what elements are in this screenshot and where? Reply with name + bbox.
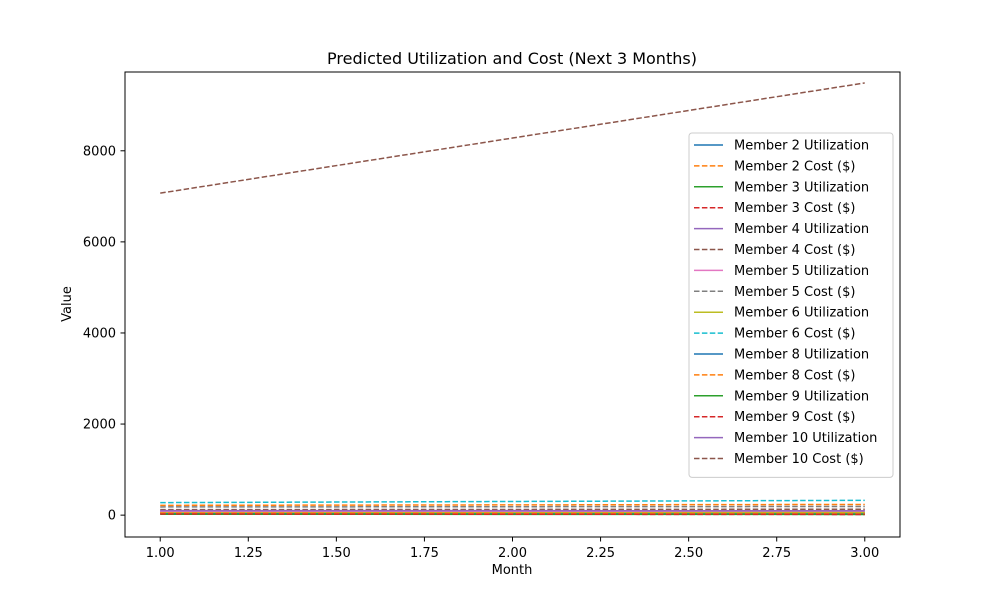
x-tick-label: 1.75 [410, 546, 439, 561]
x-axis: 1.00 1.25 1.50 1.75 2.00 2.25 2.50 2.75 3.00 [146, 537, 879, 561]
x-tick-label: 2.50 [674, 546, 703, 561]
legend-entry: Member 10 Utilization [734, 431, 877, 446]
legend-entry: Member 10 Cost ($) [734, 452, 864, 467]
x-tick-label: 3.00 [850, 546, 879, 561]
legend-box [688, 132, 894, 478]
x-tick-label: 1.00 [146, 546, 175, 561]
legend-entry: Member 2 Utilization [734, 139, 869, 154]
legend-entry: Member 9 Cost ($) [734, 410, 855, 425]
legend-entry: Member 4 Utilization [734, 222, 869, 237]
chart-title: Predicted Utilization and Cost (Next 3 M… [327, 49, 697, 68]
legend-entry: Member 8 Utilization [734, 348, 869, 363]
legend-entry: Member 4 Cost ($) [734, 243, 855, 258]
legend-entry: Member 9 Utilization [734, 389, 869, 404]
x-tick-label: 1.25 [234, 546, 263, 561]
legend: Member 2 Utilization Member 2 Cost ($) Mem… [688, 132, 894, 478]
series-layer [160, 82, 865, 516]
legend-entry: Member 3 Cost ($) [734, 201, 855, 216]
series-line-10 [160, 499, 865, 504]
legend-entry: Member 6 Cost ($) [734, 327, 855, 342]
y-tick-label: 0 [108, 509, 116, 524]
x-tick-label: 2.25 [586, 546, 615, 561]
legend-entry: Member 3 Utilization [734, 180, 869, 195]
y-axis-label: Value [60, 286, 75, 322]
series-line-2 [160, 503, 865, 507]
y-tick-label: 8000 [83, 144, 116, 159]
x-tick-label: 1.50 [322, 546, 351, 561]
y-tick-label: 6000 [83, 235, 116, 250]
legend-entry: Member 2 Cost ($) [734, 159, 855, 174]
legend-entry: Member 5 Cost ($) [734, 285, 855, 300]
y-tick-label: 4000 [83, 326, 116, 341]
x-tick-label: 2.00 [498, 546, 527, 561]
series-line-16 [160, 82, 865, 194]
y-axis: 0 2000 4000 6000 8000 [83, 144, 125, 524]
x-tick-label: 2.75 [762, 546, 791, 561]
x-axis-label: Month [492, 563, 533, 578]
legend-entry: Member 5 Utilization [734, 264, 869, 279]
legend-entry: Member 8 Cost ($) [734, 368, 855, 383]
y-tick-label: 2000 [83, 418, 116, 433]
legend-entry: Member 6 Utilization [734, 306, 869, 321]
